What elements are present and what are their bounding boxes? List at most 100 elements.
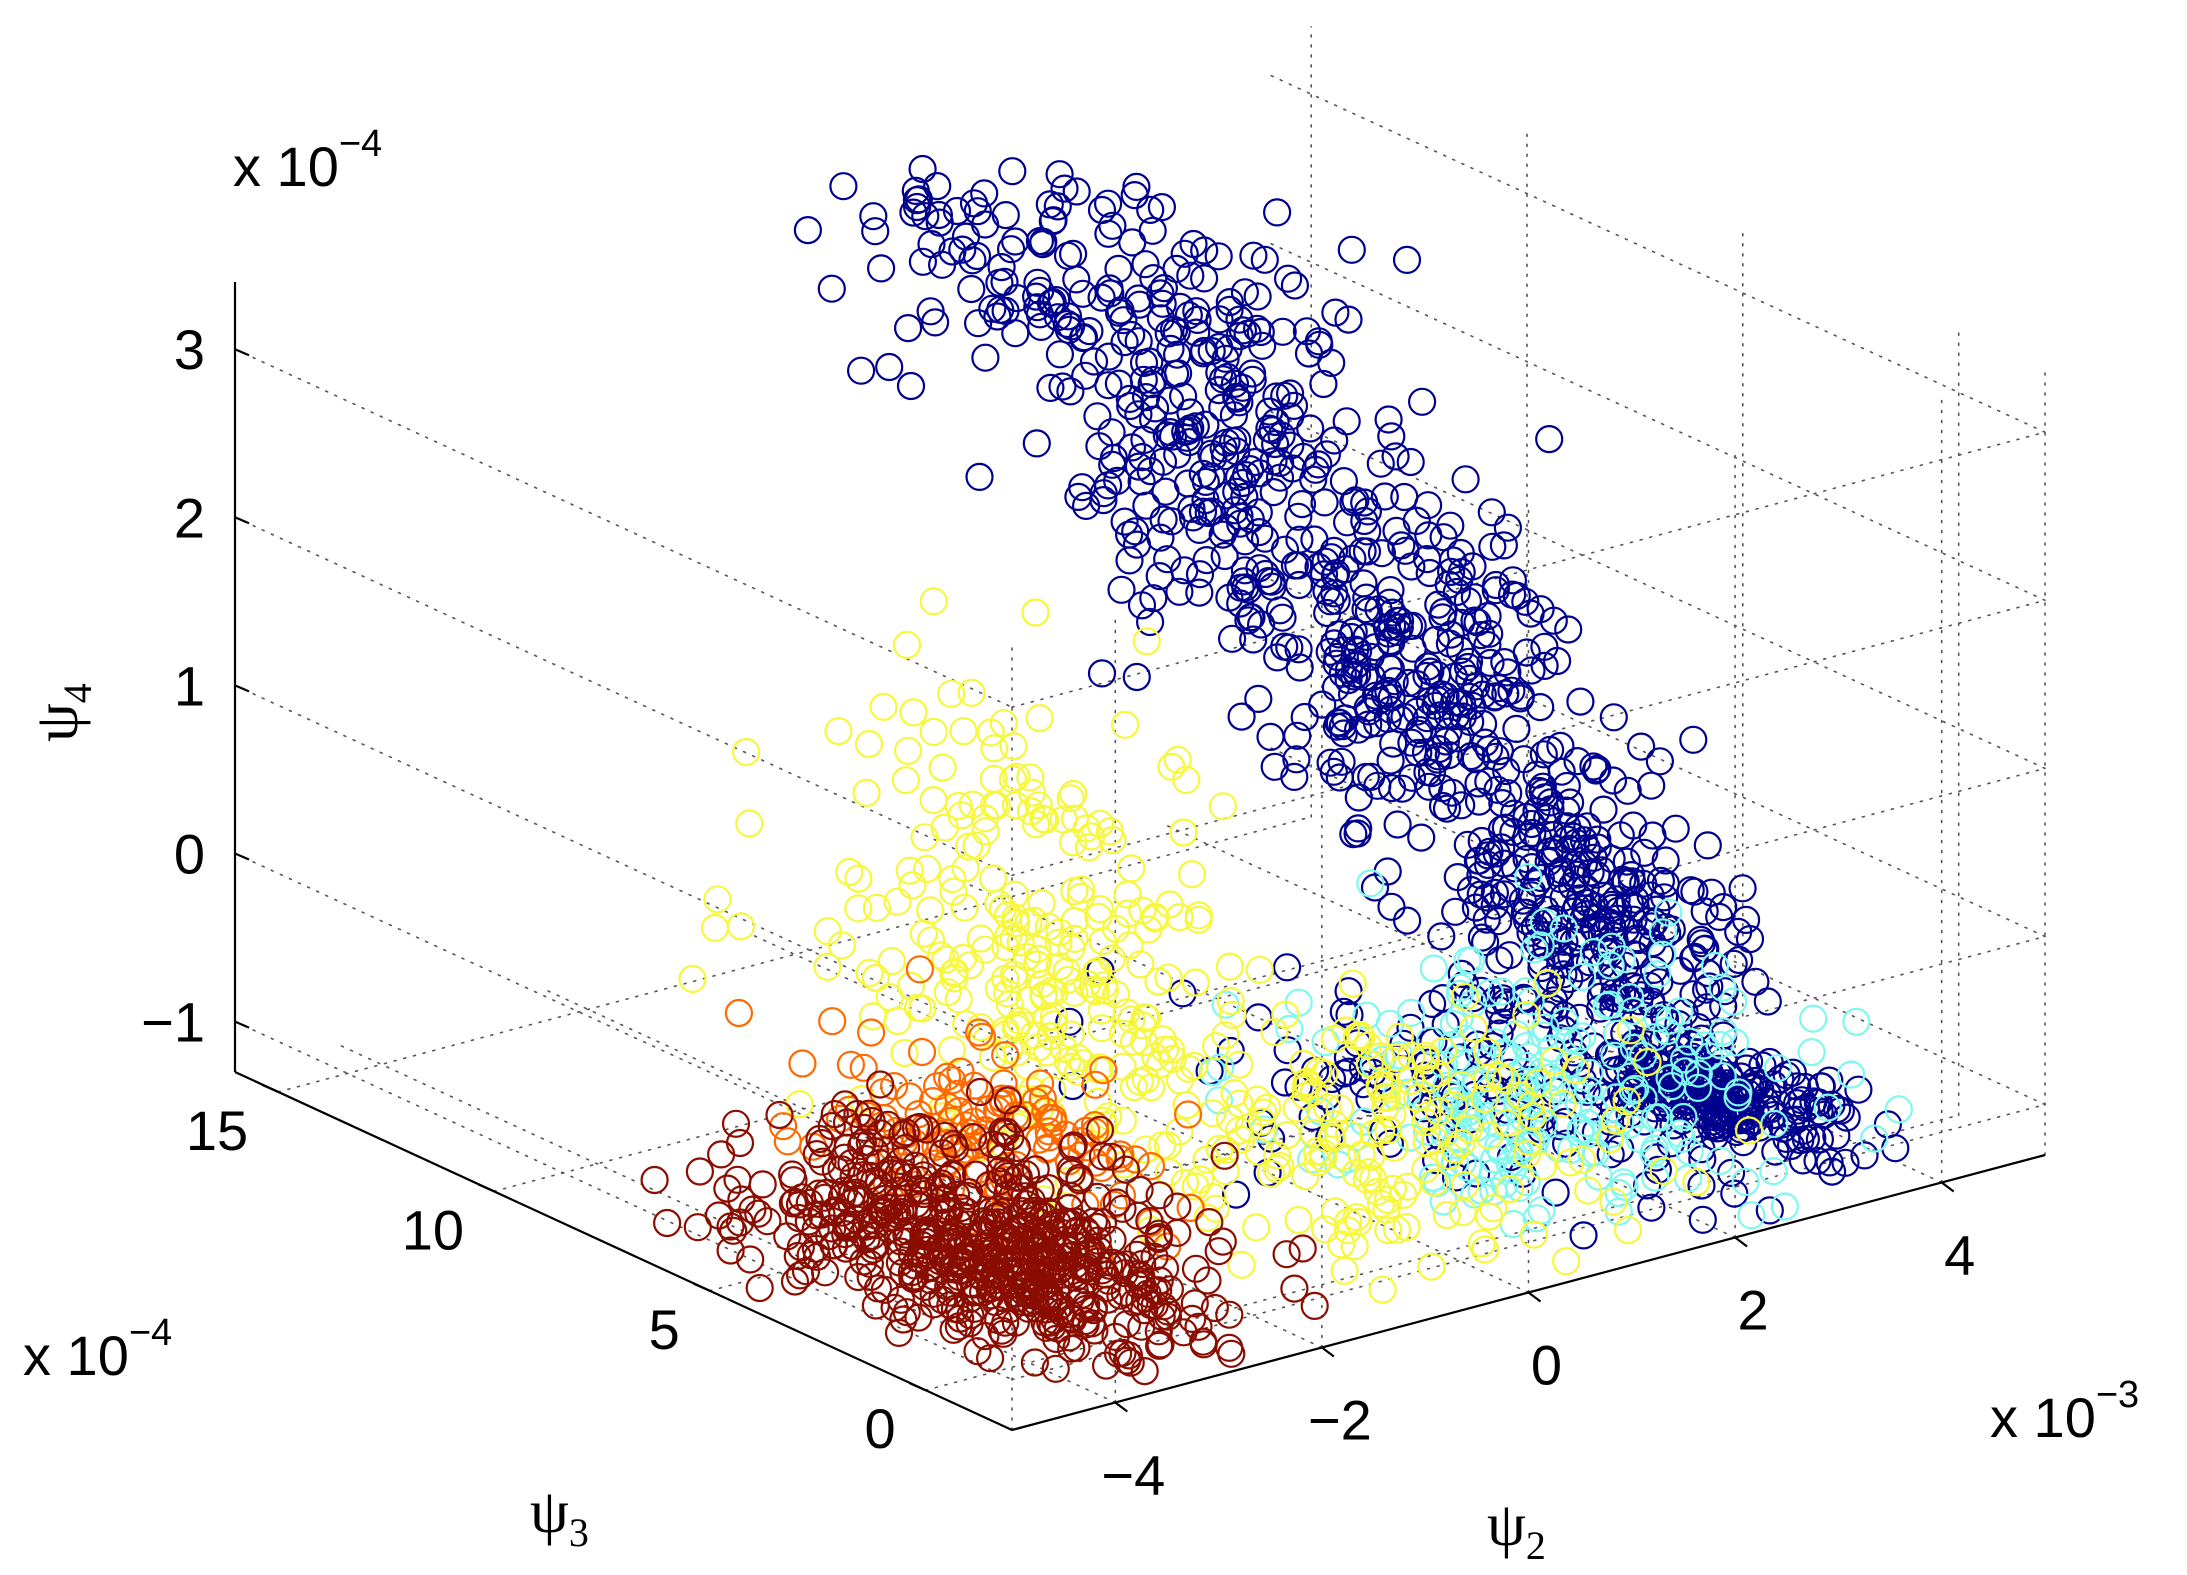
scatter-point-2089: [640, 1165, 669, 1195]
scatter-point-1422: [1516, 987, 1545, 1016]
scatter-point-708: [1334, 656, 1364, 685]
scatter-point-429: [1646, 866, 1676, 896]
scatter-point-1230: [1669, 1102, 1698, 1132]
scatter-point-1074: [1162, 317, 1191, 346]
scatter-point-2197: [713, 1174, 742, 1203]
scatter-point-1096: [925, 208, 954, 237]
scatter-point-2110: [795, 1188, 824, 1217]
scatter-point-1783: [1158, 1044, 1187, 1074]
scatter-point-1093: [1036, 373, 1065, 402]
scatter-point-2585: [1074, 1219, 1103, 1248]
scatter-point-745: [1215, 583, 1244, 612]
scatter-point-1405: [1356, 869, 1385, 898]
scatter-point-446: [1645, 747, 1675, 776]
scatter-point-1777: [1012, 942, 1041, 972]
scatter-point-992: [1276, 431, 1305, 460]
scatter-point-1553: [1220, 1078, 1249, 1108]
scatter-point-1768: [1156, 1035, 1186, 1064]
scatter-point-1565: [1225, 1050, 1254, 1079]
scatter-point-1325: [1720, 1028, 1750, 1057]
scatter-point-494: [1407, 823, 1436, 852]
scatter-point-1000: [1127, 591, 1157, 620]
scatter-point-847: [1228, 316, 1258, 345]
scatter-point-1581: [1411, 1041, 1440, 1071]
scatter-point-2495: [1046, 1291, 1075, 1320]
scatter-point-1621: [1551, 1247, 1581, 1276]
scatter-point-596: [1428, 774, 1457, 803]
scatter-point-1620: [1633, 1047, 1662, 1077]
scatter-point-1843: [1101, 980, 1131, 1009]
scatter-point-1409: [1709, 1017, 1738, 1046]
scatter-point-1817: [891, 766, 921, 795]
scatter-point-1837: [1177, 860, 1207, 889]
scatter-point-401: [1693, 831, 1722, 860]
scatter-point-695: [1376, 746, 1405, 775]
scatter-point-1887: [1095, 817, 1125, 846]
scatter-point-925: [1136, 195, 1165, 224]
scatter-point-1686: [1134, 915, 1163, 944]
scatter-point-2547: [1204, 1237, 1233, 1266]
scatter-point-1591: [1373, 1185, 1402, 1215]
scatter-point-1647: [1172, 1090, 1201, 1120]
scatter-point-1095: [1038, 207, 1067, 236]
scatter-point-455: [1741, 967, 1770, 996]
scatter-point-1061: [1062, 265, 1091, 294]
scatter-point-1063: [1124, 284, 1153, 313]
scatter-point-2462: [981, 1288, 1010, 1317]
scatter-point-711: [1392, 906, 1422, 935]
scatter-point-1211: [1632, 1171, 1662, 1200]
scatter-point-1909: [1081, 1070, 1110, 1099]
scatter-point-1043: [1068, 279, 1097, 308]
scatter-point-723: [1526, 595, 1555, 624]
scatter-point-1064: [829, 172, 858, 201]
scatter-point-866: [1156, 418, 1185, 447]
scatter-point-290: [1638, 821, 1667, 850]
scatter-point-2588: [1145, 1181, 1174, 1210]
scatter-point-1014: [1177, 494, 1206, 523]
scatter-point-1902: [937, 1066, 967, 1095]
scatter-point-960: [1171, 417, 1200, 446]
scatter-point-2305: [856, 1262, 885, 1292]
scatter-point-775: [1122, 662, 1151, 692]
scatter-point-1335: [1645, 1103, 1674, 1132]
scatter-point-1188: [1831, 1148, 1860, 1177]
scatter-point-1035: [1093, 189, 1123, 218]
scatter-point-818: [1137, 370, 1166, 399]
scatter-point-416: [1508, 886, 1537, 915]
scatter-point-2598: [848, 1161, 877, 1190]
scatter-point-2426: [1057, 1334, 1086, 1363]
scatter-point-955: [1168, 382, 1198, 411]
scatter-point-746: [1476, 648, 1505, 678]
scatter-point-1426: [1683, 1073, 1713, 1103]
scatter-point-1798: [883, 1006, 912, 1036]
scatter-point-1433: [1719, 987, 1748, 1016]
scatter-point-2427: [893, 1216, 922, 1246]
scatter-point-1958: [918, 1086, 948, 1116]
scatter-point-2533: [965, 1077, 995, 1107]
scatter-point-869: [1352, 537, 1382, 566]
scatter-point-1715: [877, 946, 907, 976]
scatter-point-188: [1805, 1125, 1835, 1154]
x-tick-mark-0: [1114, 1401, 1128, 1413]
scatter-point-2364: [683, 1213, 712, 1242]
scatter-point-1097: [1069, 323, 1099, 352]
scatter-point-963: [1280, 271, 1310, 300]
scatter-point-794: [1309, 369, 1338, 399]
scatter-point-1886: [979, 791, 1009, 820]
z-tick-mark-1: [234, 852, 250, 861]
scatter-point-2276: [1146, 1330, 1175, 1359]
z-tick-label-2: 1: [174, 654, 205, 717]
scatter-point-653: [1489, 531, 1519, 560]
scatter-point-2475: [725, 1128, 755, 1158]
scatter-point-2587: [938, 1161, 967, 1190]
scatter-point-1710: [1117, 854, 1146, 883]
scatter-point-1821: [928, 753, 957, 782]
scatter-point-655: [1512, 638, 1541, 667]
scatter-point-1271: [1564, 1088, 1593, 1117]
scatter-point-956: [1097, 418, 1126, 447]
scatter-point-757: [1351, 595, 1380, 624]
scatter-point-876: [1251, 559, 1280, 589]
scatter-point-2607: [849, 1113, 879, 1142]
scatter-point-1390: [1684, 1059, 1713, 1088]
scatter-point-1172: [1396, 1013, 1425, 1042]
